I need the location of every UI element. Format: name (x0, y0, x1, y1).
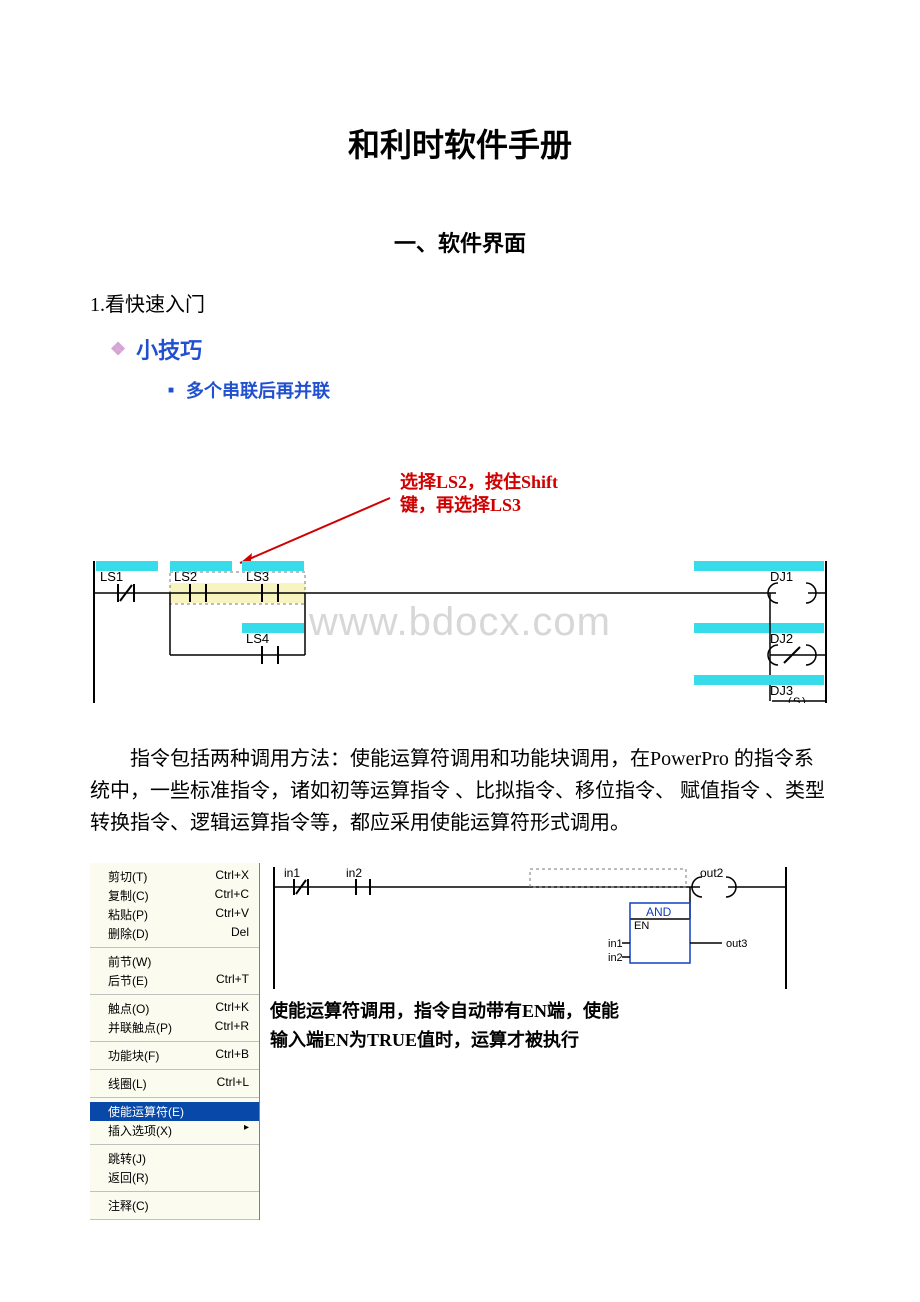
menu-item[interactable]: 跳转(J) (90, 1149, 259, 1168)
menu-item[interactable]: 线圈(L) Ctrl+L (90, 1074, 259, 1093)
svg-text:LS4: LS4 (246, 631, 269, 646)
menu-item[interactable]: 插入选项(X) (90, 1121, 259, 1140)
menu-item-label: 使能运算符(E) (108, 1103, 184, 1120)
menu-item[interactable]: 返回(R) (90, 1168, 259, 1187)
menu-item-label: 线圈(L) (108, 1075, 147, 1092)
menu-item-shortcut: Ctrl+K (215, 1000, 249, 1017)
menu-item[interactable]: 功能块(F) Ctrl+B (90, 1046, 259, 1065)
menu-item[interactable]: 使能运算符(E) (90, 1102, 259, 1121)
menu-item[interactable]: 并联触点(P) Ctrl+R (90, 1018, 259, 1037)
quickstart-item: 1.看快速入门 (90, 288, 830, 317)
svg-text:in2: in2 (608, 952, 623, 964)
square-bullet-icon: ■ (168, 385, 174, 396)
menu-item-label: 删除(D) (108, 925, 149, 942)
svg-text:选择LS2，按住Shift: 选择LS2，按住Shift (400, 471, 558, 492)
svg-text:in1: in1 (608, 938, 623, 950)
menu-item-label: 并联触点(P) (108, 1019, 172, 1036)
menu-item[interactable]: 剪切(T) Ctrl+X (90, 867, 259, 886)
menu-item[interactable]: 触点(O) Ctrl+K (90, 999, 259, 1018)
menu-item-shortcut: Ctrl+T (216, 972, 249, 989)
menu-item[interactable]: 粘贴(P) Ctrl+V (90, 905, 259, 924)
ladder-diagram-2: in1 in2 out2 (270, 863, 830, 993)
svg-text:EN: EN (634, 920, 649, 932)
menu-item[interactable]: 删除(D) Del (90, 924, 259, 943)
menu-item-shortcut: Ctrl+R (215, 1019, 249, 1036)
svg-text:AND: AND (646, 905, 672, 919)
menu-item-shortcut: Ctrl+B (215, 1047, 249, 1064)
tip-heading: ❖ 小技巧 (110, 333, 830, 365)
menu-item-label: 前节(W) (108, 953, 151, 970)
svg-text:out3: out3 (726, 938, 747, 950)
menu-item-label: 粘贴(P) (108, 906, 148, 923)
context-menu: 剪切(T) Ctrl+X 复制(C) Ctrl+C 粘贴(P) Ctrl+V 删除(D) De… (90, 863, 260, 1220)
menu-item-shortcut: Del (231, 925, 249, 942)
menu-item[interactable]: 前节(W) (90, 952, 259, 971)
svg-text:): ) (802, 696, 806, 703)
menu-item-shortcut: Ctrl+V (215, 906, 249, 923)
svg-text:键，再选择LS3: 键，再选择LS3 (399, 494, 521, 515)
menu-item-label: 返回(R) (108, 1169, 149, 1186)
svg-text:DJ1: DJ1 (770, 569, 793, 584)
svg-text:out2: out2 (700, 866, 724, 880)
svg-text:S: S (793, 696, 800, 703)
svg-text:LS2: LS2 (174, 569, 197, 584)
page-title: 和利时软件手册 (90, 120, 830, 166)
menu-item-label: 跳转(J) (108, 1150, 146, 1167)
svg-text:in1: in1 (284, 866, 300, 880)
ladder-diagram-1: 选择LS2，按住Shift 键，再选择LS3 LS1 LS2 LS3 DJ1 (90, 453, 830, 703)
svg-text:DJ2: DJ2 (770, 631, 793, 646)
tip-title-text: 小技巧 (136, 333, 202, 365)
svg-text:LS1: LS1 (100, 569, 123, 584)
menu-item[interactable]: 后节(E) Ctrl+T (90, 971, 259, 990)
svg-text:in2: in2 (346, 866, 362, 880)
menu-item-shortcut: Ctrl+C (215, 887, 249, 904)
section-heading: 一、软件界面 (90, 226, 830, 258)
menu-item-label: 剪切(T) (108, 868, 147, 885)
menu-item-label: 后节(E) (108, 972, 148, 989)
menu-item-shortcut: Ctrl+X (215, 868, 249, 885)
menu-item[interactable]: 复制(C) Ctrl+C (90, 886, 259, 905)
menu-item[interactable]: 注释(C) (90, 1196, 259, 1215)
menu-item-label: 功能块(F) (108, 1047, 159, 1064)
caption2-line2: 输入端EN为TRUE值时，运算才被执行 (270, 1026, 830, 1055)
caption2-line1: 使能运算符调用，指令自动带有EN端，使能 (270, 997, 830, 1026)
diamond-bullet-icon: ❖ (110, 339, 126, 360)
menu-item-shortcut: Ctrl+L (217, 1075, 249, 1092)
menu-item-label: 触点(O) (108, 1000, 149, 1017)
figure2-caption: 使能运算符调用，指令自动带有EN端，使能 输入端EN为TRUE值时，运算才被执行 (270, 997, 830, 1055)
svg-text:LS3: LS3 (246, 569, 269, 584)
figure-2: 剪切(T) Ctrl+X 复制(C) Ctrl+C 粘贴(P) Ctrl+V 删除(D) De… (90, 863, 830, 1220)
menu-item-label: 注释(C) (108, 1197, 149, 1214)
sub-tip: ■ 多个串联后再并联 (168, 377, 830, 403)
menu-item-label: 插入选项(X) (108, 1122, 172, 1139)
menu-item-label: 复制(C) (108, 887, 149, 904)
body-paragraph: 指令包括两种调用方法：使能运算符调用和功能块调用，在PowerPro 的指令系统… (90, 743, 830, 839)
svg-text:(: ( (788, 696, 792, 703)
sub-tip-text: 多个串联后再并联 (186, 377, 330, 403)
